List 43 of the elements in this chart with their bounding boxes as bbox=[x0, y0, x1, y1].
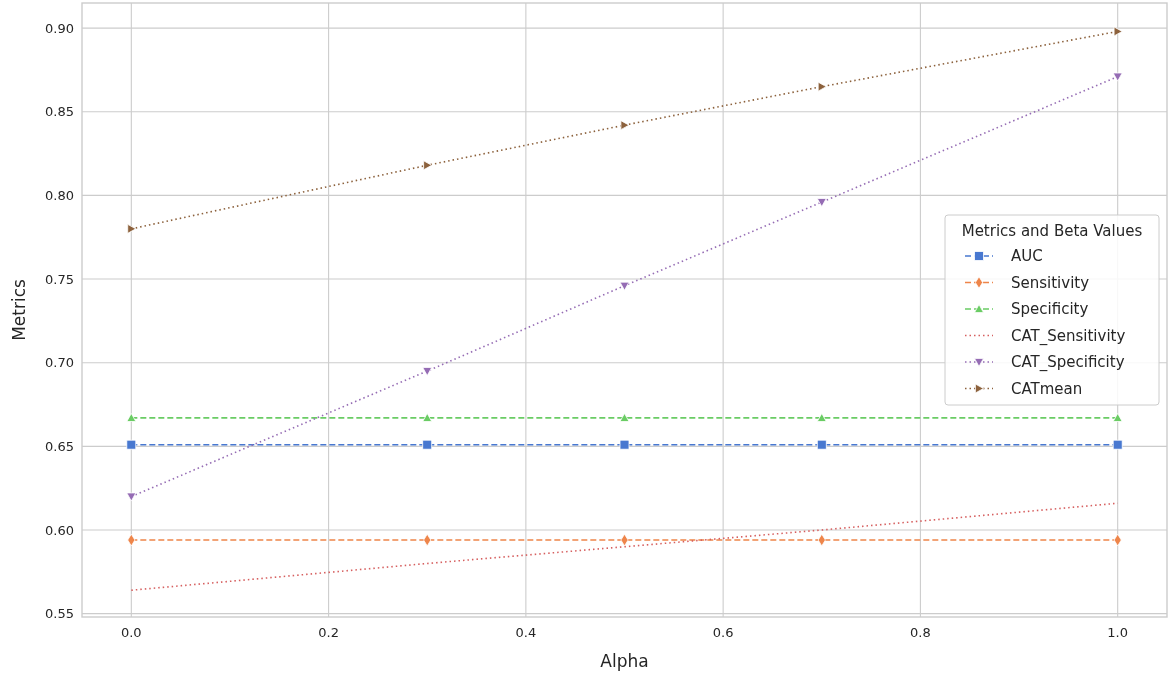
y-tick-label: 0.70 bbox=[45, 355, 74, 371]
x-tick-label: 0.8 bbox=[910, 625, 931, 640]
x-tick-label: 0.0 bbox=[120, 625, 142, 640]
point bbox=[1113, 26, 1123, 37]
point bbox=[1112, 439, 1123, 450]
point bbox=[1112, 413, 1123, 422]
y-tick-label: 0.80 bbox=[45, 187, 74, 203]
y-axis-title: Metrics bbox=[9, 279, 29, 341]
legend-label: CAT_Specificity bbox=[1011, 353, 1125, 373]
point bbox=[422, 367, 433, 376]
point bbox=[423, 160, 433, 171]
point bbox=[816, 413, 827, 422]
point bbox=[619, 281, 630, 291]
y-tick-label: 0.85 bbox=[45, 104, 74, 120]
point bbox=[619, 413, 630, 422]
point bbox=[126, 413, 137, 422]
legend-label: CATmean bbox=[1011, 379, 1083, 398]
x-tick-label: 0.6 bbox=[712, 625, 734, 640]
legend-title: Metrics and Beta Values bbox=[961, 222, 1143, 240]
point bbox=[816, 439, 827, 450]
point bbox=[1112, 72, 1123, 82]
point bbox=[816, 198, 827, 207]
x-tick-label: 1.0 bbox=[1107, 625, 1129, 640]
line-series bbox=[130, 502, 1119, 592]
x-axis-title: Alpha bbox=[600, 651, 649, 671]
y-tick-label: 0.90 bbox=[45, 20, 74, 36]
legend-label: CAT_Sensitivity bbox=[1011, 326, 1126, 346]
point bbox=[126, 439, 137, 450]
legend-label: AUC bbox=[1011, 247, 1043, 266]
y-tick-label: 0.60 bbox=[45, 522, 74, 538]
legend-label: Sensitivity bbox=[1011, 273, 1090, 292]
x-tick-label: 0.4 bbox=[515, 625, 537, 640]
point bbox=[620, 120, 630, 131]
y-tick-label: 0.65 bbox=[45, 438, 74, 454]
point bbox=[619, 439, 630, 450]
point bbox=[422, 413, 433, 422]
y-tick-label: 0.55 bbox=[45, 606, 74, 622]
point bbox=[126, 492, 137, 502]
point bbox=[422, 439, 433, 450]
point bbox=[817, 81, 827, 92]
x-tick-label: 0.2 bbox=[318, 625, 339, 640]
legend-label: Specificity bbox=[1011, 300, 1089, 319]
y-tick-label: 0.75 bbox=[45, 271, 74, 287]
